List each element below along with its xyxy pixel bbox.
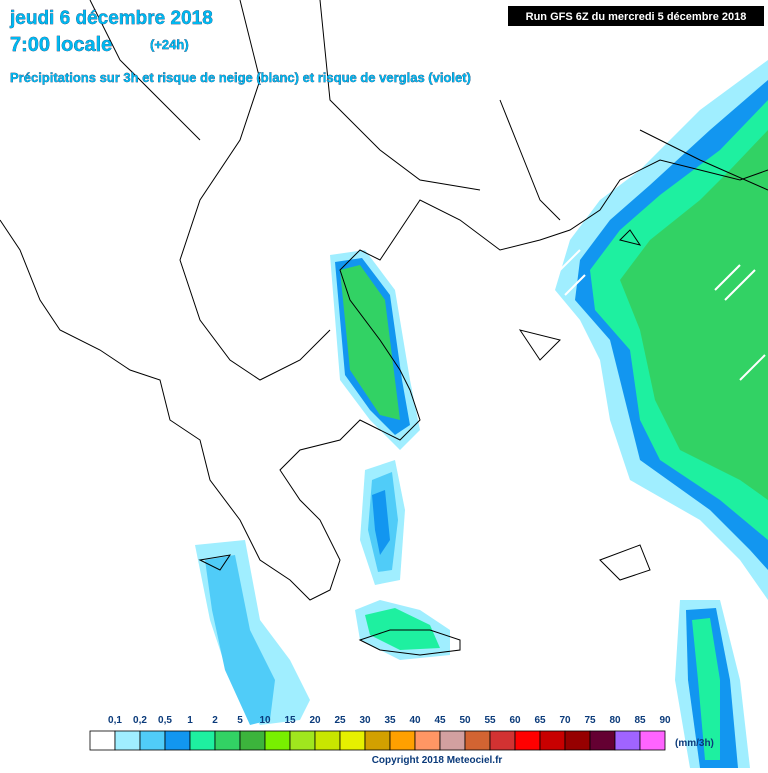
- legend-swatch: [489, 730, 516, 751]
- borders: [0, 0, 768, 656]
- legend-label: 0,5: [158, 715, 172, 726]
- legend-swatch: [589, 730, 616, 751]
- legend-label: 25: [334, 715, 346, 726]
- legend-swatch: [539, 730, 566, 751]
- legend-swatch: [164, 730, 191, 751]
- legend-label: 10: [259, 715, 271, 726]
- precipitation: [195, 60, 768, 768]
- legend-swatch: [214, 730, 241, 751]
- legend-label: 70: [559, 715, 571, 726]
- time: 7:00 locale: [10, 34, 112, 56]
- legend-label: 90: [659, 715, 671, 726]
- legend-label: 0,2: [133, 715, 147, 726]
- legend-swatch: [389, 730, 416, 751]
- legend-swatch: [464, 730, 491, 751]
- legend-label: 35: [384, 715, 396, 726]
- legend-swatch: [514, 730, 541, 751]
- legend-unit: (mm/3h): [675, 738, 714, 749]
- lead-time: (+24h): [150, 37, 189, 52]
- legend-swatch: [339, 730, 366, 751]
- copyright: Copyright 2018 Meteociel.fr: [372, 755, 503, 766]
- legend-swatch: [414, 730, 441, 751]
- legend-swatch: [289, 730, 316, 751]
- legend-swatch: [564, 730, 591, 751]
- legend-swatch: [364, 730, 391, 751]
- legend-swatch: [139, 730, 166, 751]
- legend-swatch: [114, 730, 141, 751]
- legend-swatch: [264, 730, 291, 751]
- subtitle: Précipitations sur 3h et risque de neige…: [10, 70, 471, 85]
- legend-label: 2: [212, 715, 218, 726]
- legend-label: 20: [309, 715, 321, 726]
- legend-label: 80: [609, 715, 621, 726]
- date: jeudi 6 décembre 2018: [9, 8, 213, 29]
- legend-label: 5: [237, 715, 243, 726]
- legend-label: 75: [584, 715, 596, 726]
- legend-swatch: [89, 730, 116, 751]
- run-info: Run GFS 6Z du mercredi 5 décembre 2018: [526, 11, 747, 23]
- legend-label: 40: [409, 715, 421, 726]
- legend-swatch: [189, 730, 216, 751]
- legend-swatch: [439, 730, 466, 751]
- legend-label: 0,1: [108, 715, 122, 726]
- legend-label: 45: [434, 715, 446, 726]
- legend: (mm/3h) 0,1 0,2 0,5 1 2 5 10 15 20 25 30 35 40 45 50 55…: [86, 715, 714, 755]
- legend-swatch: [614, 730, 641, 751]
- snow-hatch: [559, 249, 766, 381]
- legend-label: 65: [534, 715, 546, 726]
- legend-label: 55: [484, 715, 496, 726]
- legend-swatch: [314, 730, 341, 751]
- legend-label: 50: [459, 715, 471, 726]
- legend-label: 1: [187, 715, 193, 726]
- legend-label: 15: [284, 715, 296, 726]
- legend-swatch: [239, 730, 266, 751]
- legend-label: 30: [359, 715, 371, 726]
- legend-label: 60: [509, 715, 521, 726]
- legend-label: 85: [634, 715, 646, 726]
- run-box: [508, 6, 764, 26]
- legend-swatch: [639, 730, 666, 751]
